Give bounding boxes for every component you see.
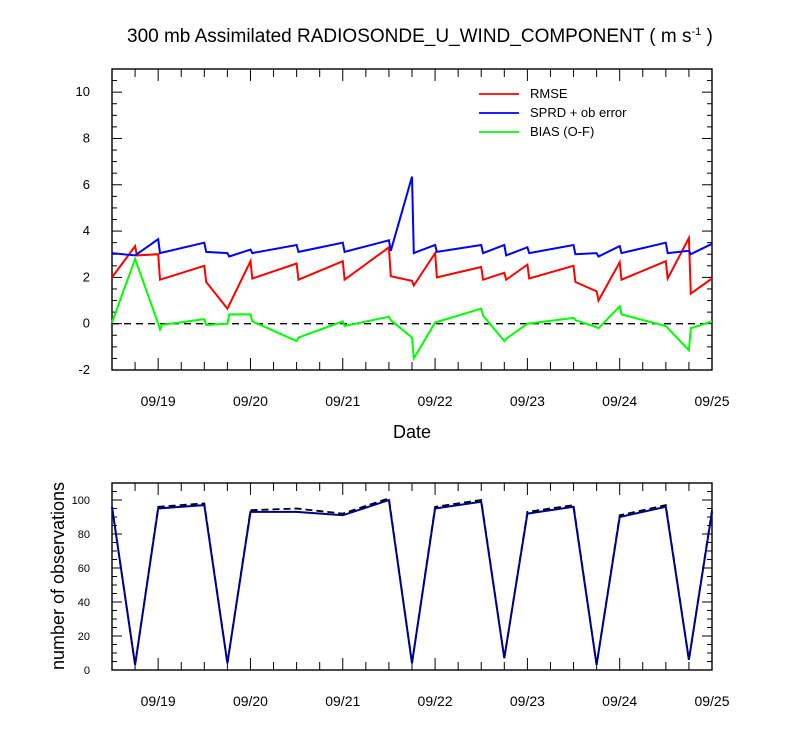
top-xtick-label: 09/20 — [233, 393, 268, 409]
bottom-xtick-label: 09/20 — [233, 693, 268, 709]
legend-label-bias: BIAS (O-F) — [530, 124, 594, 139]
bottom-plot-frame — [111, 482, 713, 671]
top-ticks: -2 0 2 4 6 8 10 09/19 09/20 09/21 09/22 09/23 09/24 0… — [76, 68, 730, 409]
x-axis-title: Date — [393, 422, 431, 442]
bottom-series-1 — [111, 498, 713, 666]
top-series — [111, 176, 713, 362]
top-ytick-label: 2 — [83, 269, 90, 284]
top-ytick-label: 6 — [83, 177, 90, 192]
y-axis-title-observations: number of observations — [48, 482, 68, 670]
legend: RMSE SPRD + ob error BIAS (O-F) — [479, 86, 627, 139]
legend-label-rmse: RMSE — [530, 86, 568, 101]
top-xtick-label: 09/24 — [602, 393, 637, 409]
top-ytick-label: 10 — [76, 84, 90, 99]
bottom-ytick-label: 100 — [72, 495, 90, 507]
bottom-ticks: 0 20 40 60 80 100 09/19 09/20 09/21 09/22 09/23 09/… — [72, 482, 730, 709]
bottom-xtick-label: 09/25 — [694, 693, 729, 709]
top-xtick-label: 09/22 — [418, 393, 453, 409]
legend-label-sprd: SPRD + ob error — [530, 105, 627, 120]
bottom-ytick-label: 20 — [78, 631, 90, 643]
top-ytick-label: 4 — [83, 223, 90, 238]
top-series-0 — [111, 234, 713, 311]
top-xtick-label: 09/21 — [325, 393, 360, 409]
bottom-ytick-label: 40 — [78, 597, 90, 609]
bottom-ytick-label: 60 — [78, 563, 90, 575]
bottom-xtick-label: 09/22 — [418, 693, 453, 709]
bottom-xtick-label: 09/19 — [141, 693, 176, 709]
top-panel: -2 0 2 4 6 8 10 09/19 09/20 09/21 09/22 09/23 09/24 0… — [76, 68, 730, 442]
bottom-ytick-label: 80 — [78, 529, 90, 541]
bottom-series — [111, 497, 713, 666]
bottom-xtick-label: 09/23 — [510, 693, 545, 709]
chart-title: 300 mb Assimilated RADIOSONDE_U_WIND_COM… — [127, 26, 713, 47]
top-ytick-label: 0 — [83, 316, 90, 331]
bottom-xtick-label: 09/24 — [602, 693, 637, 709]
top-series-2 — [111, 255, 713, 362]
bottom-panel: 0 20 40 60 80 100 09/19 09/20 09/21 09/22 09/23 09/… — [48, 482, 730, 709]
top-series-1 — [111, 176, 713, 258]
top-ytick-label: 8 — [83, 130, 90, 145]
bottom-xtick-label: 09/21 — [325, 693, 360, 709]
bottom-ytick-label: 0 — [84, 665, 90, 677]
top-xtick-label: 09/25 — [694, 393, 729, 409]
top-ytick-label: -2 — [78, 362, 90, 377]
top-xtick-label: 09/23 — [510, 393, 545, 409]
top-xtick-label: 09/19 — [141, 393, 176, 409]
bottom-series-0 — [111, 497, 713, 666]
